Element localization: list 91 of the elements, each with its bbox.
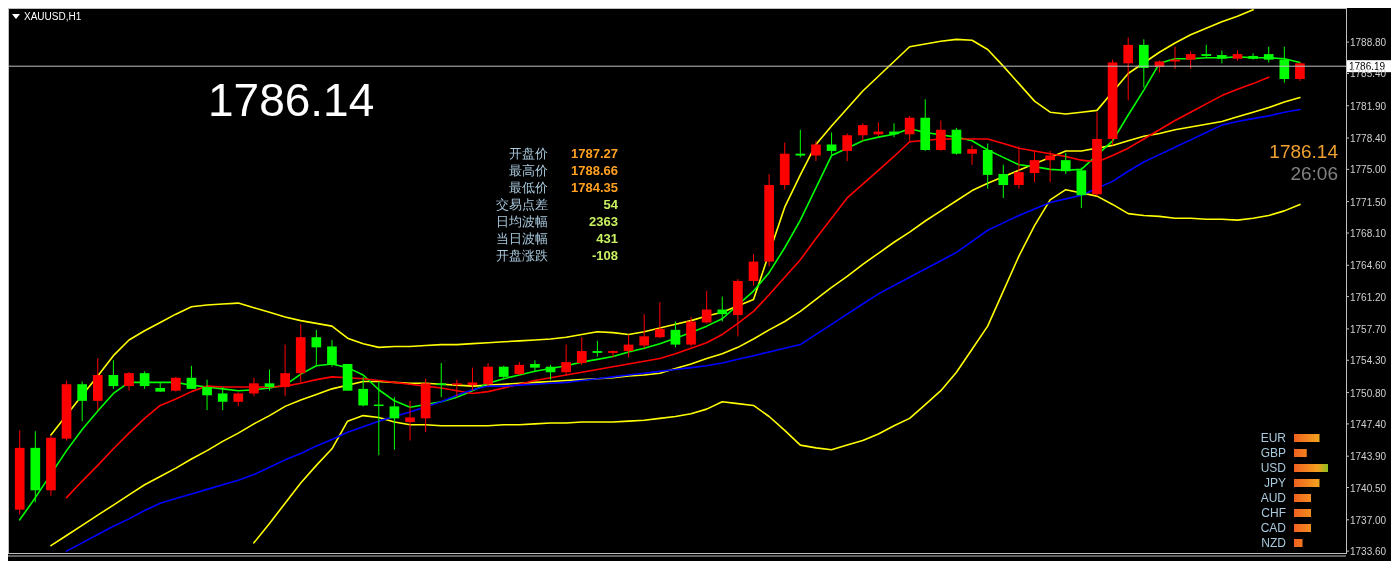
candlestick <box>311 329 322 366</box>
y-tick-label: USD <box>1260 461 1287 475</box>
annotation: 26:06 <box>1290 163 1338 184</box>
candlestick <box>249 377 259 397</box>
candlestick <box>654 301 665 339</box>
y-tick-label: GBP <box>1260 446 1286 460</box>
y-tick-label: CHF <box>1261 506 1286 520</box>
candlestick <box>1060 152 1071 175</box>
candlestick <box>998 164 1009 199</box>
candlestick <box>748 253 759 287</box>
y-tick-label: 1771.50 <box>1350 196 1387 208</box>
chart-title: XAUUSD,H1 <box>24 11 82 22</box>
annotation: 1786.14 <box>208 74 375 126</box>
candlestick <box>186 365 197 390</box>
bar <box>1294 479 1320 487</box>
bar <box>1294 464 1328 472</box>
bar <box>1294 494 1311 502</box>
candlestick <box>108 359 119 390</box>
annotation: 1787.27 <box>571 146 618 161</box>
y-tick-label: 1781.90 <box>1350 100 1387 112</box>
annotation: 开盘价 <box>509 146 548 161</box>
annotation: 1786.14 <box>1269 141 1339 162</box>
annotation: -108 <box>591 248 618 263</box>
candlestick <box>280 344 290 397</box>
candlestick <box>686 316 696 347</box>
candlestick <box>405 400 415 441</box>
candlestick <box>467 367 478 392</box>
y-tick-label: 1764.60 <box>1350 260 1387 272</box>
y-tick-label: 1761.20 <box>1350 291 1387 303</box>
annotation: 交易点差 <box>496 197 548 212</box>
bar <box>1294 539 1303 547</box>
candlestick <box>670 321 681 348</box>
bar <box>1294 509 1311 517</box>
annotation: 54 <box>603 197 619 212</box>
candlestick <box>1029 150 1040 183</box>
candlestick <box>1123 37 1134 101</box>
y-tick-label: JPY <box>1263 476 1286 490</box>
y-tick-label: CAD <box>1260 521 1287 535</box>
y-tick-label: EUR <box>1260 431 1287 445</box>
y-tick-label: 1733.60 <box>1350 546 1387 558</box>
annotation: 日均波幅 <box>496 214 548 229</box>
candlestick <box>264 368 275 392</box>
annotation: 431 <box>596 231 618 246</box>
y-tick-label: 1778.40 <box>1350 133 1387 145</box>
candlestick <box>452 379 462 398</box>
y-tick-label: 1747.40 <box>1350 418 1387 430</box>
candlestick <box>483 362 493 387</box>
candlestick <box>561 344 571 376</box>
candlestick <box>436 362 447 398</box>
candlestick <box>1014 145 1024 190</box>
y-tick-label: AUD <box>1260 491 1287 505</box>
annotation: 1784.35 <box>571 180 618 195</box>
bar <box>1294 524 1311 532</box>
y-tick-label: 1768.10 <box>1350 228 1387 240</box>
y-tick-label: 1775.00 <box>1350 164 1387 176</box>
candlestick <box>124 371 134 392</box>
y-tick-label: 1757.70 <box>1350 323 1387 335</box>
candlestick <box>327 339 337 368</box>
candlestick <box>530 359 540 373</box>
bar <box>1294 434 1320 442</box>
annotation: 2363 <box>589 214 618 229</box>
candlestick <box>576 336 587 366</box>
candlestick <box>202 379 212 411</box>
candlestick <box>217 386 228 411</box>
annotation: 最低价 <box>509 180 548 195</box>
candlestick <box>389 396 400 451</box>
y-tick-label: 1788.80 <box>1350 37 1387 49</box>
annotation: 最高价 <box>509 163 548 178</box>
candlestick <box>842 132 853 162</box>
y-tick-label: 1740.50 <box>1350 482 1387 494</box>
y-tick-label: NZD <box>1261 536 1287 550</box>
annotation: 开盘涨跌 <box>496 248 548 263</box>
candlestick <box>608 349 618 358</box>
y-tick-label: 1750.80 <box>1350 387 1387 399</box>
candlestick <box>795 129 806 158</box>
candlestick <box>936 120 946 152</box>
annotation: 当日波幅 <box>496 231 548 246</box>
candlestick <box>701 290 712 324</box>
candlestick <box>358 376 369 407</box>
candlestick <box>826 131 837 156</box>
annotation: 1788.66 <box>571 163 618 178</box>
candlestick <box>1295 61 1305 82</box>
candlestick <box>951 127 962 156</box>
bar <box>1294 449 1307 457</box>
candlestick <box>811 140 821 162</box>
candlestick <box>77 380 87 422</box>
candlestick <box>967 144 977 166</box>
y-tick-label: 1737.00 <box>1350 514 1387 526</box>
y-tick-label: 1754.30 <box>1350 355 1387 367</box>
candlestick <box>639 313 650 349</box>
y-tick-label: 1743.90 <box>1350 451 1387 463</box>
